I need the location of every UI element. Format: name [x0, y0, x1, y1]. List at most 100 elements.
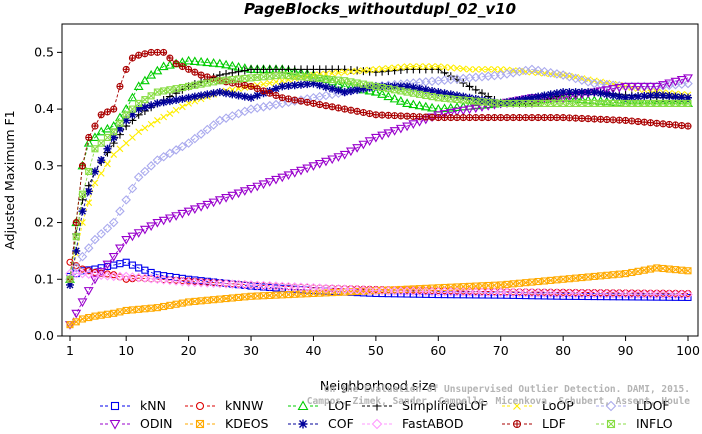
legend-item: LOF [288, 398, 352, 413]
data-point [522, 279, 530, 287]
data-point [404, 113, 411, 120]
data-point [646, 91, 655, 100]
data-point [190, 92, 199, 101]
data-point [139, 225, 150, 235]
data-point [614, 97, 625, 107]
data-point [104, 134, 111, 141]
data-point [66, 321, 74, 329]
data-point [84, 187, 93, 196]
data-point [129, 134, 136, 141]
data-point [134, 105, 143, 114]
data-point [572, 274, 580, 282]
data-point [190, 133, 200, 144]
data-point [597, 100, 604, 107]
data-point [159, 98, 168, 107]
data-point [171, 145, 181, 155]
data-point [183, 55, 194, 65]
data-point [316, 101, 323, 108]
data-point [565, 88, 574, 97]
data-point [177, 276, 188, 287]
data-point [434, 88, 443, 97]
data-point [589, 78, 600, 89]
data-point [129, 105, 136, 113]
data-point [628, 118, 635, 125]
data-point [459, 96, 467, 104]
data-point [397, 112, 404, 119]
legend-label: kNN [140, 398, 166, 413]
data-point [123, 66, 130, 73]
data-point [235, 75, 242, 83]
data-point [195, 401, 205, 411]
data-point [158, 61, 169, 71]
data-point [371, 418, 383, 430]
data-point [422, 114, 429, 121]
data-point [198, 72, 205, 79]
data-point [484, 282, 492, 289]
data-point [564, 288, 575, 299]
data-point [397, 87, 405, 95]
data-point [521, 94, 530, 103]
data-point [133, 172, 144, 182]
data-point [434, 94, 442, 102]
data-point [397, 63, 405, 71]
data-point [79, 190, 86, 198]
x-tick-label: 50 [368, 343, 384, 358]
data-point [253, 73, 261, 81]
data-point [453, 91, 462, 100]
data-point [514, 287, 525, 298]
data-point [253, 292, 261, 300]
data-point [447, 114, 454, 121]
data-point [90, 234, 100, 245]
data-point [191, 69, 198, 76]
data-point [547, 114, 554, 121]
data-point [377, 285, 387, 296]
data-point [384, 286, 392, 294]
data-point [140, 166, 150, 177]
data-point [66, 275, 74, 283]
data-point [154, 117, 161, 124]
data-point [416, 285, 423, 293]
data-point [321, 283, 331, 294]
data-point [72, 318, 80, 326]
data-point [121, 236, 132, 245]
data-point [577, 288, 587, 299]
data-point [72, 233, 80, 241]
data-point [135, 100, 143, 107]
data-point [441, 114, 448, 121]
data-point [607, 420, 615, 428]
data-point [391, 112, 398, 119]
series-ldf [66, 48, 692, 283]
x-tick-label: 80 [555, 343, 571, 358]
data-point [503, 280, 511, 288]
data-point [164, 60, 175, 69]
data-point [278, 77, 286, 85]
data-point [327, 155, 338, 165]
legend-item: INFLO [596, 416, 673, 431]
data-point [122, 111, 130, 119]
data-point [360, 287, 367, 295]
data-point [195, 419, 205, 429]
data-point [196, 56, 207, 66]
data-point [258, 280, 269, 291]
data-point [166, 86, 174, 94]
series-inflo [66, 71, 692, 283]
data-point [491, 281, 498, 289]
data-point [402, 98, 413, 107]
data-point [353, 85, 362, 94]
data-point [97, 139, 105, 147]
data-point [564, 71, 575, 82]
data-point [140, 103, 149, 112]
data-point [672, 266, 679, 274]
data-point [110, 151, 118, 158]
data-point [627, 93, 636, 102]
data-point [122, 307, 130, 314]
data-point [283, 171, 294, 181]
series-layer [65, 48, 693, 330]
data-point [140, 273, 150, 283]
data-point [234, 67, 243, 76]
data-point [314, 159, 325, 169]
series-line [70, 273, 689, 296]
data-point [621, 93, 630, 102]
data-point [166, 110, 174, 118]
data-point [441, 94, 448, 102]
